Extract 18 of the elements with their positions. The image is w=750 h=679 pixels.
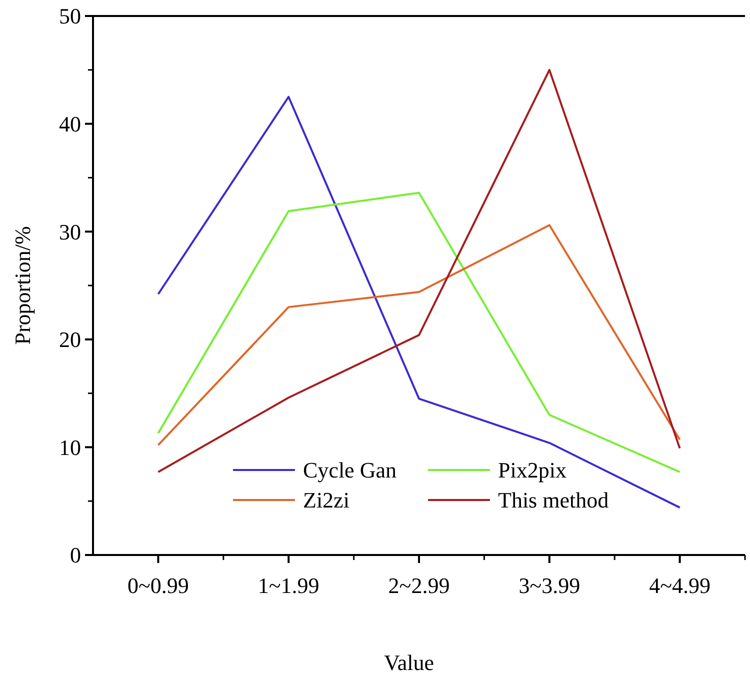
y-tick-label: 50: [59, 4, 81, 29]
y-tick-label: 10: [59, 434, 81, 460]
x-tick-label: 2~2.99: [388, 573, 450, 598]
legend-label: Cycle Gan: [303, 458, 396, 483]
y-tick-label: 20: [59, 327, 81, 352]
line-series: [157, 224, 681, 446]
y-axis-title: Proportion/%: [10, 226, 35, 345]
legend-label: This method: [498, 488, 609, 513]
y-tick-label: 30: [59, 219, 81, 244]
x-tick-label: 0~0.99: [127, 573, 189, 598]
x-tick-label: 3~3.99: [518, 573, 580, 598]
x-tick-label: 1~1.99: [258, 573, 320, 598]
legend-label: Pix2pix: [498, 458, 566, 483]
y-tick-label: 0: [70, 542, 81, 568]
y-tick-label: 40: [59, 112, 81, 136]
legend-label: Zi2zi: [303, 488, 350, 513]
x-axis-title: Value: [384, 650, 434, 675]
x-tick-label: 4~4.99: [649, 573, 711, 598]
